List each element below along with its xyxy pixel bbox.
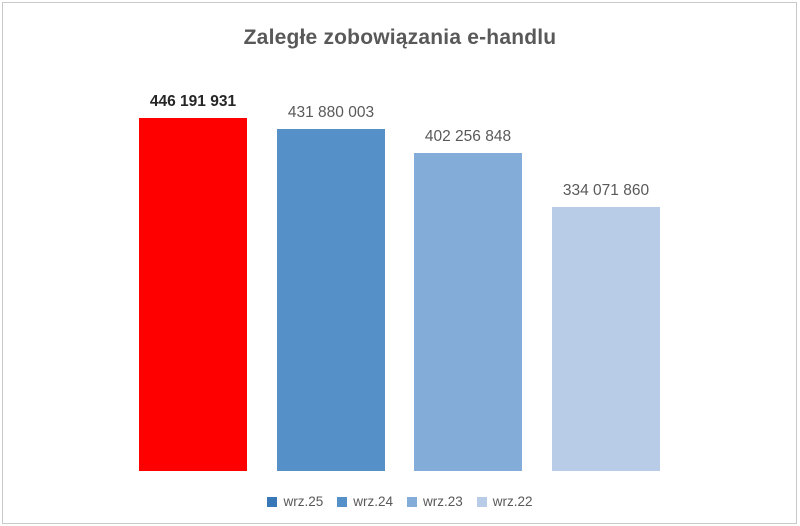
bar-value-label-wrz.23: 402 256 848 [424, 128, 512, 145]
legend-item-wrz.23: wrz.23 [407, 495, 463, 509]
legend-swatch-icon [407, 497, 417, 507]
bar-wrz.25 [139, 118, 247, 471]
legend-label-wrz.24: wrz.24 [353, 494, 393, 510]
legend-item-wrz.25: wrz.25 [267, 495, 323, 509]
bar-value-label-wrz.25: 446 191 931 [149, 93, 237, 110]
legend-label-wrz.25: wrz.25 [283, 494, 324, 510]
legend-swatch-icon [267, 497, 278, 507]
bar-value-label-wrz.22: 334 071 860 [562, 182, 650, 199]
bar-value-label-wrz.24: 431 880 003 [287, 104, 375, 121]
legend: wrz.25 wrz.24 wrz.23 wrz.22 [0, 492, 800, 512]
bar-wrz.24 [277, 129, 385, 471]
legend-item-wrz.22: wrz.22 [476, 494, 533, 510]
legend-swatch-icon [476, 497, 487, 507]
legend-swatch-icon [337, 497, 348, 507]
legend-label-wrz.23: wrz.23 [423, 494, 463, 510]
legend-label-wrz.22: wrz.22 [492, 494, 533, 510]
chart-title: Zaległe zobowiązania e-handlu [243, 26, 557, 49]
legend-item-wrz.24: wrz.24 [337, 495, 393, 509]
bar-wrz.23 [414, 153, 522, 471]
bar-wrz.22 [552, 207, 660, 471]
